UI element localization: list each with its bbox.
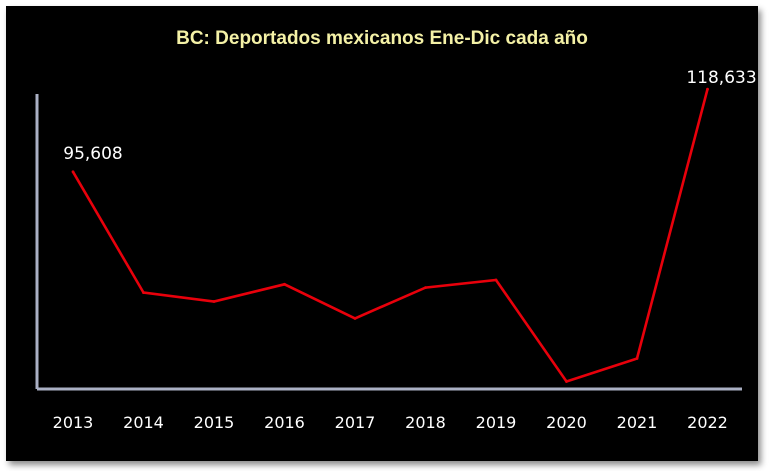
data-point (494, 278, 498, 282)
data-point (565, 380, 568, 383)
data-point (283, 282, 286, 286)
x-tick-label: 2017 (335, 413, 376, 432)
x-tick-label: 2022 (687, 413, 728, 432)
chart-frame: BC: Deportados mexicanos Ene-Dic cada añ… (6, 6, 758, 461)
x-tick-label: 2015 (194, 413, 235, 432)
data-point (353, 317, 357, 320)
x-tick-label: 2018 (405, 413, 446, 432)
data-point (424, 286, 427, 289)
data-label: 95,608 (63, 144, 122, 164)
x-tick-label: 2020 (546, 413, 587, 432)
data-point (142, 291, 145, 294)
x-tick-label: 2016 (264, 413, 305, 432)
data-point (635, 357, 639, 360)
x-tick-label: 2019 (476, 413, 517, 432)
x-tick-label: 2013 (53, 413, 94, 432)
data-point (71, 170, 75, 174)
x-tick-label: 2014 (123, 413, 164, 432)
data-point (212, 300, 216, 303)
chart-title: BC: Deportados mexicanos Ene-Dic cada añ… (176, 28, 588, 49)
data-point (706, 87, 709, 91)
data-label: 118,633 (686, 68, 756, 88)
series-line (71, 88, 709, 384)
x-tick-label: 2021 (617, 413, 658, 432)
